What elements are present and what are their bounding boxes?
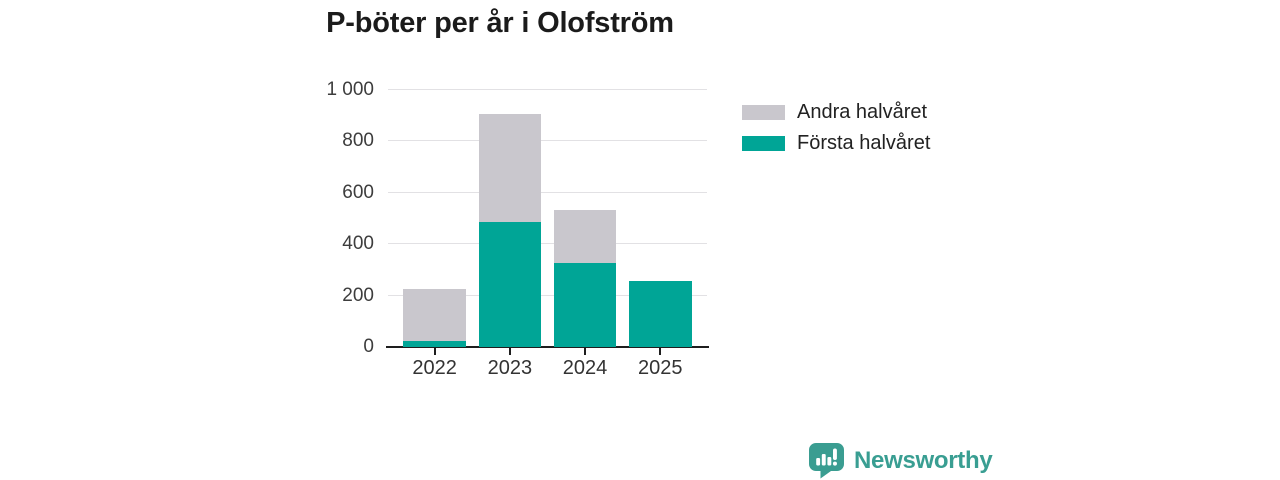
x-tick-label-2024: 2024 (562, 357, 608, 379)
gridline-400 (388, 243, 707, 245)
bar-segment-2022-andra (403, 289, 466, 341)
y-tick-label-800: 800 (342, 130, 374, 152)
chart-legend: Andra halvåret Första halvåret (742, 101, 930, 163)
y-tick-label-600: 600 (342, 181, 374, 203)
legend-item-forsta-halvaret: Första halvåret (742, 132, 930, 154)
bar-chart-speech-bubble-icon (809, 443, 844, 479)
x-tick-label-2025: 2025 (638, 357, 683, 379)
y-tick-label-200: 200 (342, 284, 374, 306)
gridline-1000 (388, 89, 707, 90)
legend-swatch-gray (742, 104, 785, 120)
y-tick-label-1000: 1 000 (326, 79, 374, 100)
bar-segment-2024-andra (553, 209, 617, 264)
bar-segment-2022-forsta (403, 340, 466, 347)
x-tick-2024 (584, 348, 587, 355)
x-tick-2022 (433, 348, 436, 355)
x-tick-label-2022: 2022 (412, 357, 457, 379)
x-axis-line (386, 346, 709, 348)
legend-item-andra-halvaret: Andra halvåret (742, 101, 930, 123)
x-tick-label-2023: 2023 (487, 357, 533, 379)
bar-segment-2024-forsta (553, 263, 617, 347)
legend-label: Första halvåret (797, 131, 931, 154)
y-tick-label-400: 400 (342, 233, 374, 255)
bar-segment-2025-forsta (628, 281, 692, 347)
legend-label: Andra halvåret (797, 100, 928, 123)
bar-segment-2023-andra (478, 114, 542, 223)
gridline-800 (388, 140, 707, 142)
x-tick-2025 (659, 348, 662, 355)
legend-swatch-teal (742, 135, 785, 151)
x-tick-2023 (508, 348, 511, 355)
gridline-200 (388, 294, 707, 296)
chart-title: P-böter per år i Olofström (326, 7, 674, 39)
brand-name: Newsworthy (854, 446, 993, 474)
y-tick-label-0: 0 (363, 336, 374, 357)
newsworthy-logo[interactable]: Newsworthy (808, 442, 993, 479)
gridline-600 (388, 191, 707, 193)
bar-segment-2023-forsta (478, 222, 542, 347)
